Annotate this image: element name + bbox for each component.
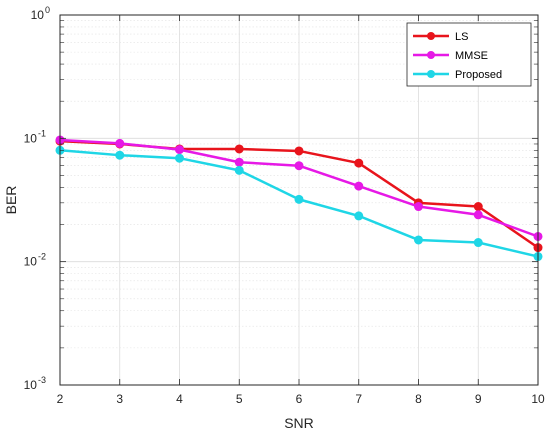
data-point xyxy=(473,202,483,212)
legend-marker xyxy=(427,32,435,40)
data-point xyxy=(414,235,423,245)
data-point xyxy=(473,238,483,248)
series-mmse xyxy=(55,135,543,241)
data-point xyxy=(175,145,184,155)
legend-marker xyxy=(427,51,435,59)
y-tick-label: 10-2 xyxy=(24,252,46,269)
y-tick-exponent: -1 xyxy=(38,128,46,138)
legend-marker xyxy=(427,70,435,78)
x-tick-label: 6 xyxy=(296,392,303,406)
y-axis-label: BER xyxy=(3,186,19,215)
series-layer xyxy=(55,135,543,262)
y-tick-label: 10-3 xyxy=(24,375,46,392)
x-tick-label: 2 xyxy=(57,392,64,406)
legend: LS MMSE Proposed xyxy=(406,22,532,87)
data-point xyxy=(234,165,244,175)
legend-label: MMSE xyxy=(455,50,488,62)
data-point xyxy=(234,157,244,167)
x-tick-labels: 2 3 4 5 6 7 8 9 10 xyxy=(57,392,545,406)
x-tick-label: 3 xyxy=(116,392,123,406)
y-tick-label: 10-1 xyxy=(24,128,46,145)
data-point xyxy=(115,150,125,160)
y-tick-exponent: 0 xyxy=(45,5,50,15)
x-tick-label: 5 xyxy=(236,392,243,406)
x-tick-label: 8 xyxy=(415,392,422,406)
data-point xyxy=(354,158,364,168)
x-tick-label: 10 xyxy=(531,392,545,406)
data-point xyxy=(473,210,483,220)
legend-label: LS xyxy=(455,31,468,43)
data-point xyxy=(175,153,184,163)
data-point xyxy=(414,202,423,212)
data-point xyxy=(294,161,304,171)
x-axis-label: SNR xyxy=(284,415,314,431)
y-tick-exponent: -2 xyxy=(38,252,46,262)
x-tick-label: 4 xyxy=(176,392,183,406)
data-point xyxy=(354,211,364,221)
y-tick-exponent: -3 xyxy=(38,375,46,385)
data-point xyxy=(234,144,244,154)
y-tick-labels: 100 10-1 10-2 10-3 xyxy=(24,5,50,392)
data-point xyxy=(115,138,125,148)
data-point xyxy=(354,181,364,191)
legend-label: Proposed xyxy=(455,69,502,81)
data-point xyxy=(294,194,304,204)
x-tick-label: 7 xyxy=(355,392,362,406)
x-tick-label: 9 xyxy=(475,392,482,406)
data-point xyxy=(294,146,304,156)
y-tick-label: 100 xyxy=(31,5,50,22)
axis-ticks xyxy=(59,14,539,386)
